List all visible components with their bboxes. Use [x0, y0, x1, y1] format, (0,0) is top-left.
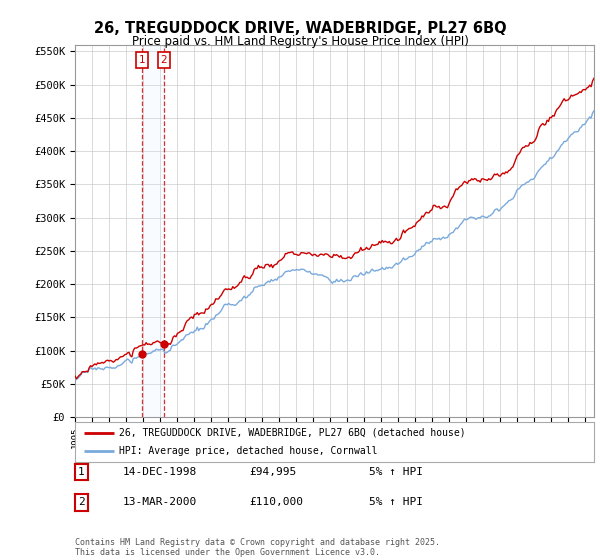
- Text: 1: 1: [139, 55, 146, 65]
- Text: 5% ↑ HPI: 5% ↑ HPI: [369, 467, 423, 477]
- Text: 26, TREGUDDOCK DRIVE, WADEBRIDGE, PL27 6BQ: 26, TREGUDDOCK DRIVE, WADEBRIDGE, PL27 6…: [94, 21, 506, 36]
- Text: Price paid vs. HM Land Registry's House Price Index (HPI): Price paid vs. HM Land Registry's House …: [131, 35, 469, 48]
- Text: 5% ↑ HPI: 5% ↑ HPI: [369, 497, 423, 507]
- Text: 1: 1: [78, 467, 85, 477]
- Text: Contains HM Land Registry data © Crown copyright and database right 2025.
This d: Contains HM Land Registry data © Crown c…: [75, 538, 440, 557]
- Text: 26, TREGUDDOCK DRIVE, WADEBRIDGE, PL27 6BQ (detached house): 26, TREGUDDOCK DRIVE, WADEBRIDGE, PL27 6…: [119, 428, 466, 437]
- Text: 2: 2: [160, 55, 167, 65]
- Text: 13-MAR-2000: 13-MAR-2000: [123, 497, 197, 507]
- Text: 2: 2: [78, 497, 85, 507]
- Text: HPI: Average price, detached house, Cornwall: HPI: Average price, detached house, Corn…: [119, 446, 377, 456]
- Text: £94,995: £94,995: [249, 467, 296, 477]
- Text: £110,000: £110,000: [249, 497, 303, 507]
- Text: 14-DEC-1998: 14-DEC-1998: [123, 467, 197, 477]
- Bar: [142, 45, 164, 417]
